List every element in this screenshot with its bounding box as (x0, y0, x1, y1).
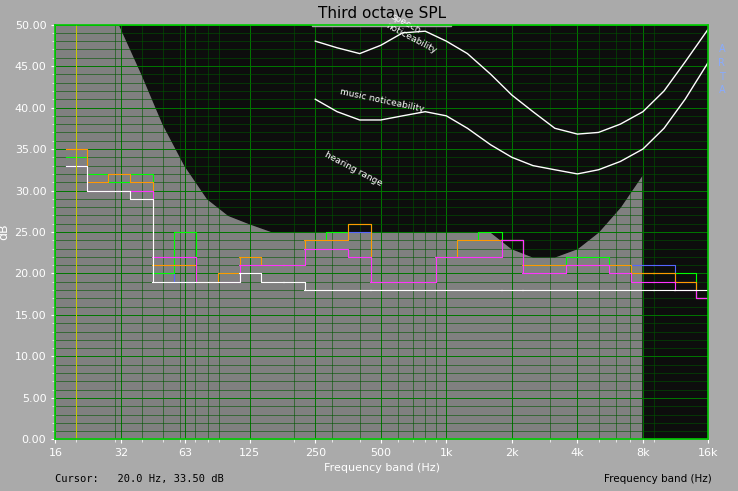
Text: speech
noticeability: speech noticeability (384, 12, 444, 55)
Text: R: R (718, 58, 725, 68)
Text: music noticeability: music noticeability (339, 87, 424, 114)
Text: A: A (719, 44, 725, 54)
Polygon shape (643, 25, 708, 439)
Text: Cursor:   20.0 Hz, 33.50 dB: Cursor: 20.0 Hz, 33.50 dB (55, 474, 224, 484)
Title: Third octave SPL: Third octave SPL (318, 5, 446, 21)
Text: T: T (719, 72, 725, 82)
Polygon shape (55, 25, 708, 257)
Text: Frequency band (Hz): Frequency band (Hz) (604, 474, 712, 484)
Text: hearing range: hearing range (323, 150, 383, 189)
Text: A: A (719, 85, 725, 95)
Y-axis label: dB: dB (0, 224, 10, 240)
X-axis label: Frequency band (Hz): Frequency band (Hz) (324, 463, 440, 473)
